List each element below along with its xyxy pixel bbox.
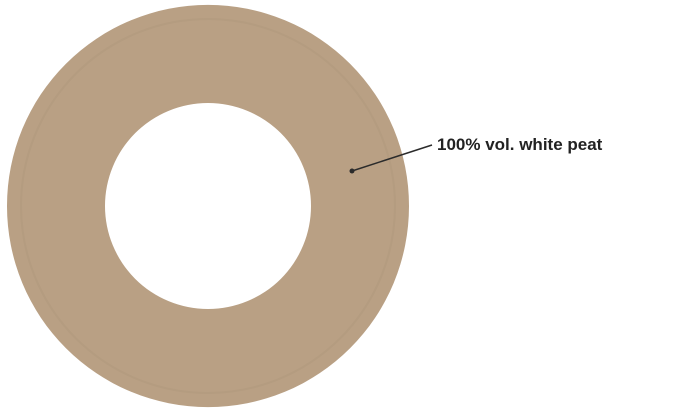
leader-line-dot xyxy=(349,168,355,174)
leader-line xyxy=(351,144,433,172)
donut-shade-ring xyxy=(20,18,396,394)
donut-slice-white-peat xyxy=(6,4,409,408)
slice-data-label: 100% vol. white peat xyxy=(437,135,603,154)
donut-slices xyxy=(6,4,409,408)
